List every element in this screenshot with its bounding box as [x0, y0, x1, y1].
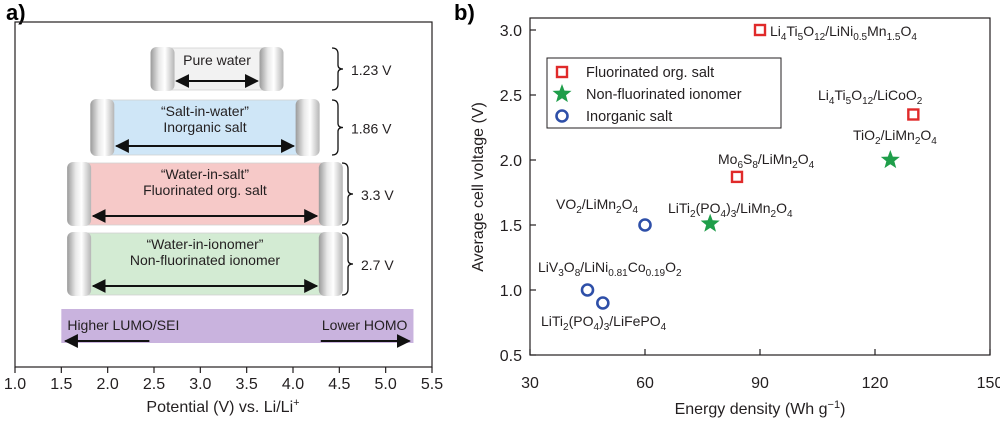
point-annotations: Li4Ti5O12/LiNi0.5Mn1.5O4 Li4Ti5O12/LiCoO2…: [538, 23, 937, 333]
bar-right-cap: [318, 232, 343, 296]
panel-a-x-tick-label: 4.0: [282, 376, 304, 393]
panel-b-y-tick-label: 2.5: [500, 88, 522, 105]
formula-label: Mo6S8/LiMn2O4: [718, 151, 815, 171]
panel-a-x-axis-title: Potential (V) vs. Li/Li+: [146, 397, 299, 416]
window-width-label: 1.86 V: [351, 121, 392, 137]
data-point-circle: [596, 296, 610, 310]
panel-a-x-tick-label: 2.0: [97, 376, 119, 393]
bar-label: “Salt-in-water”: [161, 103, 249, 119]
band-right-label: Lower HOMO: [322, 317, 408, 333]
formula-label: LiTi2(PO4)3/LiFePO4: [541, 313, 667, 333]
panel-a-x-tick-label: 5.5: [421, 376, 443, 393]
panel-b-y-tick-label: 1.0: [500, 283, 522, 300]
bar-right-cap: [259, 47, 284, 91]
window-width-label: 2.7 V: [361, 257, 394, 273]
panel-a-x-tick-label: 5.0: [375, 376, 397, 393]
panel-a-x-tick-label: 2.5: [143, 376, 165, 393]
legend-label: Non-fluorinated ionomer: [586, 87, 742, 103]
bar-brace: [331, 47, 344, 91]
panel-b-y-axis: 0.5 1.0 1.5 2.0 2.5 3.0: [500, 23, 536, 365]
bar-left-cap: [150, 47, 175, 91]
stability-window-bar: “Water-in-ionomer”Non-fluorinated ionome…: [67, 232, 394, 296]
stability-window-bar: Pure water 1.23 V: [150, 47, 392, 91]
panel-a-x-tick-label: 3.5: [236, 376, 258, 393]
panel-b-x-axis-title: Energy density (Wh g−1): [675, 399, 846, 418]
panel-a-x-tick-label: 1.5: [50, 376, 72, 393]
data-point-star: [700, 213, 720, 232]
bar-brace: [331, 99, 344, 156]
potential-band-fill: [61, 309, 414, 343]
legend-label: Inorganic salt: [586, 109, 672, 125]
legend-box: [546, 57, 782, 129]
band-left-label: Higher LUMO/SEI: [67, 317, 179, 333]
panel-b-y-tick-label: 3.0: [500, 23, 522, 40]
legend-marker: [555, 65, 569, 79]
panel-a-x-tick-label: 3.0: [189, 376, 211, 393]
panel-b-x-tick-label: 150: [977, 375, 1000, 392]
legend-marker: [555, 109, 569, 123]
bar-right-cap: [318, 162, 343, 226]
formula-label: TiO2/LiMn2O4: [853, 127, 937, 147]
panel-b-x-tick-label: 60: [636, 375, 654, 392]
data-point-circle: [638, 218, 652, 232]
data-point-square: [753, 23, 767, 37]
stability-window-bars: Pure water 1.23 V “Salt-in-water”Inorganic…: [67, 47, 394, 296]
potential-band: Higher LUMO/SEI Lower HOMO: [61, 309, 414, 348]
data-point-square: [730, 170, 744, 184]
panel-a-x-tick-label: 1.0: [4, 376, 26, 393]
panel-a: a) Higher LUMO/SEI Lower HOMO Pure water 1…: [4, 0, 443, 416]
bar-label: Non-fluorinated ionomer: [130, 252, 281, 268]
bar-left-cap: [67, 162, 92, 226]
panel-b: b) 30 60 90 120 150 0.5 1.0 1.5 2.0 2.5 3.0 Energ…: [454, 0, 1000, 418]
data-point-star: [880, 150, 900, 169]
bar-label: “Water-in-salt”: [161, 166, 249, 182]
window-width-label: 1.23 V: [351, 62, 392, 78]
panel-b-y-tick-label: 0.5: [500, 348, 522, 365]
panel-b-x-tick-label: 120: [862, 375, 889, 392]
formula-label: Li4Ti5O12/LiCoO2: [818, 87, 923, 107]
formula-label: VO2/LiMn2O4: [556, 196, 638, 216]
bar-label: Inorganic salt: [163, 119, 246, 135]
formula-label: LiV3O8/LiNi0.81Co0.19O2: [538, 259, 682, 279]
panel-b-y-tick-label: 2.0: [500, 153, 522, 170]
bar-left-cap: [90, 99, 115, 156]
window-width-label: 3.3 V: [361, 187, 394, 203]
data-point-square: [907, 108, 920, 121]
stability-window-bar: “Water-in-salt”Fluorinated org. salt 3.3 …: [67, 162, 394, 226]
data-point-circle: [580, 283, 595, 297]
bar-brace: [341, 162, 354, 226]
panel-b-label: b): [454, 0, 475, 25]
bar-label: Fluorinated org. salt: [143, 182, 267, 198]
legend-marker: [552, 84, 572, 103]
panel-b-x-tick-label: 30: [521, 375, 539, 392]
bar-label: Pure water: [183, 52, 251, 68]
panel-b-y-axis-title: Average cell voltage (V): [470, 102, 487, 272]
legend-label: Fluorinated org. salt: [586, 65, 714, 81]
data-points: [580, 23, 920, 310]
panel-b-x-tick-label: 90: [751, 375, 769, 392]
legend: Fluorinated org. salt Non-fluorinated ion…: [546, 57, 782, 129]
panel-a-frame: [14, 21, 433, 368]
bar-left-cap: [67, 232, 92, 296]
bar-right-cap: [295, 99, 320, 156]
formula-label: LiTi2(PO4)3/LiMn2O4: [668, 200, 793, 220]
panel-a-x-tick-label: 4.5: [328, 376, 350, 393]
panel-a-x-axis: 1.0 1.5 2.0 2.5 3.0 3.5 4.0 4.5 5.0 5.5: [4, 367, 443, 393]
formula-label: Li4Ti5O12/LiNi0.5Mn1.5O4: [770, 23, 917, 43]
bar-brace: [341, 232, 354, 296]
stability-window-bar: “Salt-in-water”Inorganic salt 1.86 V: [90, 99, 392, 156]
panel-b-x-axis: 30 60 90 120 150: [521, 349, 1000, 392]
panel-a-label: a): [6, 0, 26, 25]
panel-b-y-tick-label: 1.5: [500, 218, 522, 235]
bar-label: “Water-in-ionomer”: [146, 236, 263, 252]
